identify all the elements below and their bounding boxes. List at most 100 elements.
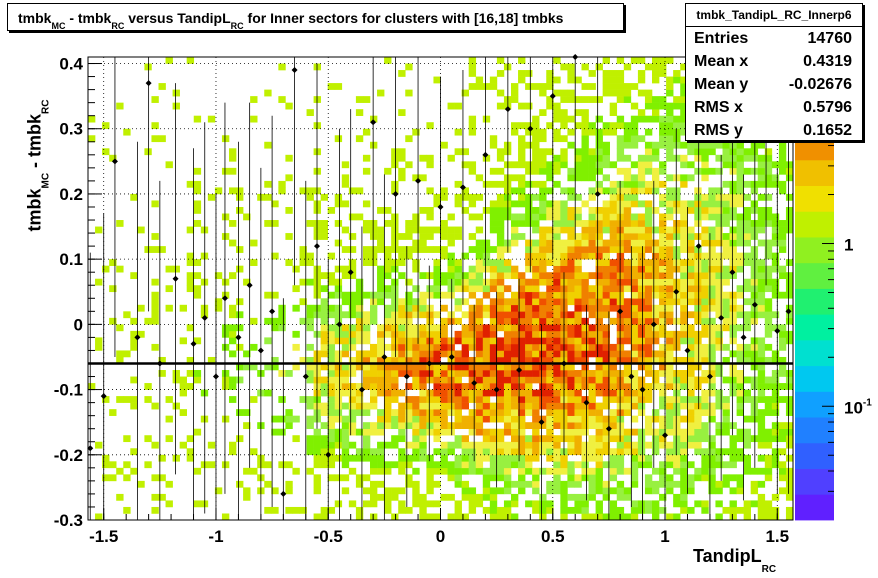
heatmap-cell <box>673 376 681 384</box>
heatmap-cell <box>320 311 328 319</box>
heatmap-cell <box>757 383 766 390</box>
heatmap-cell <box>334 428 343 436</box>
heatmap-cell <box>687 409 695 416</box>
heatmap-cell <box>595 422 603 430</box>
heatmap-cell <box>764 376 773 384</box>
heatmap-cell <box>546 500 554 508</box>
heatmap-cell <box>602 128 610 136</box>
y-axis-label: tmbkMC - tmbkRC <box>25 66 52 266</box>
heatmap-cell <box>553 454 561 462</box>
heatmap-cell <box>553 337 561 345</box>
title-sub-3: RC <box>230 21 244 31</box>
heatmap-cell <box>630 239 639 247</box>
heatmap-cell <box>285 233 293 240</box>
heatmap-cell <box>292 363 300 371</box>
heatmap-cell <box>440 396 448 403</box>
heatmap-cell <box>722 298 730 306</box>
heatmap-cell <box>482 291 491 299</box>
heatmap-cell <box>673 285 681 293</box>
heatmap-cell <box>680 298 688 306</box>
heatmap-cell <box>440 402 448 410</box>
heatmap-cell <box>327 363 336 371</box>
heatmap-cell <box>109 285 117 293</box>
heatmap-cell <box>630 135 639 143</box>
heatmap-cell <box>574 435 582 443</box>
heatmap-cell <box>518 370 526 377</box>
heatmap-cell <box>694 148 702 156</box>
heatmap-cell <box>518 376 526 384</box>
heatmap-cell <box>482 480 491 488</box>
heatmap-cell <box>525 409 533 416</box>
profile-point <box>325 451 332 458</box>
colorbar-label: 10-1 <box>844 397 872 417</box>
heatmap-cell <box>757 141 766 149</box>
heatmap-cell <box>644 396 653 403</box>
heatmap-cell <box>778 291 787 299</box>
profile-point <box>246 282 253 289</box>
heatmap-cell <box>419 376 427 384</box>
heatmap-cell <box>546 200 554 208</box>
heatmap-cell <box>764 278 773 286</box>
heatmap-cell <box>454 441 462 449</box>
heatmap-cell <box>292 304 300 312</box>
heatmap-cell <box>708 337 716 345</box>
heatmap-cell <box>327 474 336 482</box>
heatmap-cell <box>595 409 603 416</box>
heatmap-cell <box>644 96 653 103</box>
heatmap-cell <box>405 454 413 462</box>
heatmap-cell <box>334 370 343 377</box>
heatmap-cell <box>701 148 709 156</box>
heatmap-cell <box>701 285 709 293</box>
heatmap-cell <box>567 70 575 77</box>
heatmap-cell <box>539 389 547 397</box>
heatmap-cell <box>461 324 469 332</box>
heatmap-cell <box>518 174 526 182</box>
heatmap-cell <box>644 154 653 162</box>
heatmap-cell <box>736 487 744 495</box>
heatmap-cell <box>736 148 744 156</box>
heatmap-cell <box>511 454 519 462</box>
heatmap-cell <box>588 70 596 77</box>
heatmap-cell <box>715 226 723 234</box>
heatmap-cell <box>320 317 328 325</box>
heatmap-cell <box>722 402 730 410</box>
heatmap-cell <box>419 291 427 299</box>
heatmap-cell <box>398 500 406 508</box>
heatmap-cell <box>736 402 744 410</box>
heatmap-cell <box>306 304 314 312</box>
heatmap-cell <box>588 396 596 403</box>
heatmap-cell <box>715 252 723 260</box>
heatmap-cell <box>327 343 336 351</box>
heatmap-cell <box>518 220 526 227</box>
heatmap-cell <box>673 317 681 325</box>
heatmap-cell <box>553 265 561 273</box>
heatmap-cell <box>525 291 533 299</box>
heatmap-cell <box>405 304 413 312</box>
heatmap-cell <box>609 89 618 97</box>
heatmap-cell <box>574 109 582 116</box>
heatmap-cell <box>567 376 575 384</box>
heatmap-cell <box>377 246 385 253</box>
heatmap-cell <box>398 350 406 358</box>
heatmap-cell <box>623 285 632 293</box>
heatmap-cell <box>426 291 434 299</box>
heatmap-cell <box>377 206 385 214</box>
heatmap-cell <box>602 330 610 338</box>
heatmap-cell <box>595 317 603 325</box>
heatmap-cell <box>426 356 434 364</box>
heatmap-cell <box>151 474 159 482</box>
heatmap-cell <box>546 370 554 377</box>
heatmap-cell <box>595 402 603 410</box>
heatmap-cell <box>475 76 484 84</box>
heatmap-cell <box>468 317 477 325</box>
heatmap-cell <box>496 233 505 240</box>
heatmap-cell <box>539 376 547 384</box>
heatmap-cell <box>518 343 526 351</box>
heatmap-cell <box>503 304 512 312</box>
heatmap-cell <box>525 402 533 410</box>
heatmap-cell <box>750 285 759 293</box>
heatmap-cell <box>736 480 744 488</box>
heatmap-cell <box>694 343 702 351</box>
heatmap-cell <box>652 506 660 514</box>
heatmap-cell <box>525 480 533 488</box>
